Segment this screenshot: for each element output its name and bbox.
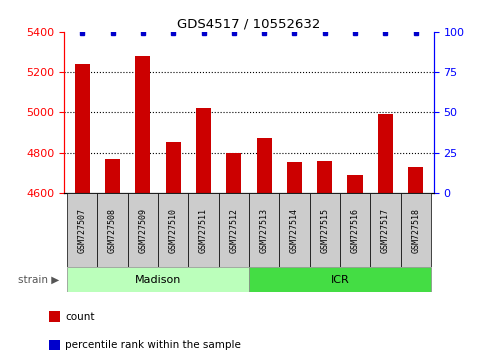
Text: strain ▶: strain ▶ xyxy=(18,275,59,285)
Bar xyxy=(279,193,310,267)
Text: GSM727508: GSM727508 xyxy=(108,207,117,253)
Bar xyxy=(249,267,431,292)
Text: GSM727512: GSM727512 xyxy=(229,207,238,253)
Bar xyxy=(287,162,302,193)
Bar xyxy=(128,193,158,267)
Bar xyxy=(219,193,249,267)
Bar xyxy=(400,193,431,267)
Bar xyxy=(67,193,98,267)
Bar xyxy=(348,175,363,193)
Bar xyxy=(98,193,128,267)
Bar xyxy=(135,56,150,193)
Text: GSM727517: GSM727517 xyxy=(381,207,390,253)
Bar xyxy=(317,161,332,193)
Title: GDS4517 / 10552632: GDS4517 / 10552632 xyxy=(177,18,320,31)
Text: GSM727511: GSM727511 xyxy=(199,207,208,253)
Bar xyxy=(256,138,272,193)
Bar xyxy=(226,153,242,193)
Text: ICR: ICR xyxy=(330,275,349,285)
Bar xyxy=(196,108,211,193)
Text: GSM727516: GSM727516 xyxy=(351,207,359,253)
Bar xyxy=(166,142,181,193)
Bar xyxy=(370,193,400,267)
Bar xyxy=(340,193,370,267)
Bar xyxy=(310,193,340,267)
Bar xyxy=(158,193,188,267)
Text: GSM727515: GSM727515 xyxy=(320,207,329,253)
Bar xyxy=(408,167,423,193)
Text: GSM727510: GSM727510 xyxy=(169,207,177,253)
Text: percentile rank within the sample: percentile rank within the sample xyxy=(65,340,241,350)
Text: GSM727507: GSM727507 xyxy=(78,207,87,253)
Bar xyxy=(188,193,219,267)
Bar xyxy=(105,159,120,193)
Bar xyxy=(249,193,279,267)
Text: GSM727514: GSM727514 xyxy=(290,207,299,253)
Bar xyxy=(67,267,249,292)
Text: GSM727513: GSM727513 xyxy=(260,207,269,253)
Bar xyxy=(75,64,90,193)
Bar xyxy=(378,114,393,193)
Text: GSM727509: GSM727509 xyxy=(139,207,147,253)
Text: GSM727518: GSM727518 xyxy=(411,207,420,253)
Text: Madison: Madison xyxy=(135,275,181,285)
Text: count: count xyxy=(65,312,95,322)
